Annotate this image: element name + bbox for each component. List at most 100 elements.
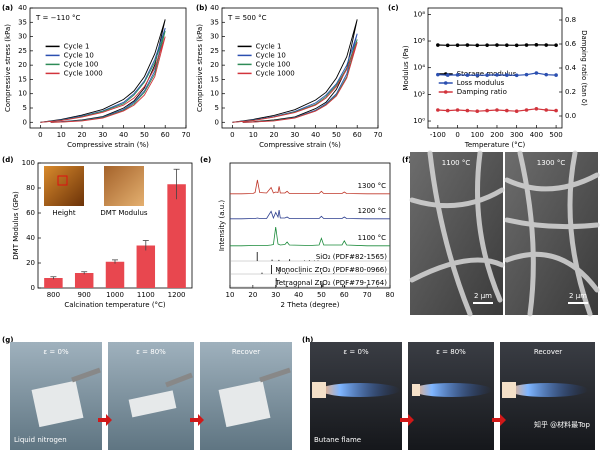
marker xyxy=(524,108,529,112)
sample xyxy=(31,380,84,428)
series-line xyxy=(232,42,358,123)
bar xyxy=(74,273,94,288)
y-tick-label: 10⁴ xyxy=(413,64,425,72)
x-tick-label: 300 xyxy=(510,131,523,139)
y-tick-label: 60 xyxy=(26,209,35,217)
marker xyxy=(544,108,549,112)
x-axis-label: Calcination temperature (°C) xyxy=(64,301,166,309)
legend-label: Cycle 100 xyxy=(256,60,291,68)
image-label: 1100 °C xyxy=(442,159,471,167)
legend-label: Cycle 1000 xyxy=(64,69,103,77)
marker xyxy=(475,73,480,78)
x-tick-label: 200 xyxy=(490,131,503,139)
annotation: T = 500 °C xyxy=(227,14,267,22)
x-tick-label: 70 xyxy=(182,131,191,139)
x-tick-label: -100 xyxy=(430,131,446,139)
y-tick-label: 5 xyxy=(23,104,27,112)
series-line xyxy=(232,19,358,123)
image-label: 1300 °C xyxy=(537,159,566,167)
plot-frame xyxy=(229,162,391,289)
marker xyxy=(514,43,519,48)
legend-marker xyxy=(443,90,448,94)
plot-frame xyxy=(29,7,187,129)
marker xyxy=(455,73,460,77)
y-tick-label: 15 xyxy=(210,75,219,83)
bar xyxy=(136,245,156,288)
trace-label: 1200 °C xyxy=(358,207,387,215)
y-tick-label: 20 xyxy=(26,259,35,267)
legend-label: Cycle 1000 xyxy=(256,69,295,77)
x-tick-label: 30 xyxy=(290,131,299,139)
marker xyxy=(554,108,558,113)
legend-label: Cycle 10 xyxy=(64,51,94,59)
x-axis-label: Temperature (°C) xyxy=(464,141,526,149)
legend-label: Cycle 10 xyxy=(256,51,286,59)
x-tick-label: 20 xyxy=(248,291,257,299)
y-tick-label: 10⁰ xyxy=(413,117,425,125)
legend-label: Loss modulus xyxy=(457,79,505,87)
y-tick-label: 100 xyxy=(22,159,35,167)
y-tick-label: 35 xyxy=(210,18,219,26)
x-tick-label: 80 xyxy=(386,291,395,299)
legend-label: Cycle 1 xyxy=(64,42,90,50)
y-tick-label: 35 xyxy=(18,18,27,26)
x-tick-label: 30 xyxy=(271,291,280,299)
flame xyxy=(320,383,400,397)
marker xyxy=(544,72,549,77)
bar xyxy=(167,184,186,288)
x-tick-label: 800 xyxy=(47,291,60,299)
x-tick-label: 10 xyxy=(226,291,235,299)
image-label: Liquid nitrogen xyxy=(14,436,67,444)
y-tick-label: 5 xyxy=(215,104,219,112)
marker xyxy=(534,71,539,75)
image-label: Recover xyxy=(232,348,260,356)
marker xyxy=(455,43,460,47)
y-axis-label: DMT Modulus (GPa) xyxy=(12,191,20,260)
scale-label: 2 μm xyxy=(569,292,587,300)
watermark: 知乎 @材料最Top xyxy=(534,420,591,429)
image-label: ε = 0% xyxy=(43,348,69,356)
x-tick-label: 40 xyxy=(119,131,128,139)
sample xyxy=(502,382,516,398)
y-tick-label: 10⁶ xyxy=(413,37,425,45)
x-tick-label: 40 xyxy=(294,291,303,299)
x-tick-label: 0 xyxy=(38,131,42,139)
image-label: ε = 80% xyxy=(436,348,466,356)
y2-tick-label: 0.2 xyxy=(565,88,576,96)
marker xyxy=(455,108,460,112)
marker xyxy=(445,108,450,113)
y-tick-label: 25 xyxy=(18,47,27,55)
afm-insets xyxy=(44,166,144,206)
y-tick-label: 30 xyxy=(210,33,219,41)
panel-label: (h) xyxy=(302,336,313,344)
x-tick-label: 0 xyxy=(455,131,459,139)
marker xyxy=(534,43,539,47)
plot-frame xyxy=(221,7,379,129)
marker xyxy=(485,108,489,113)
x-tick-label: 400 xyxy=(530,131,543,139)
y-tick-label: 25 xyxy=(210,47,219,55)
y-tick-label: 0 xyxy=(215,118,219,126)
series-line xyxy=(40,36,166,123)
x-tick-label: 1100 xyxy=(137,291,155,299)
panel-label: (d) xyxy=(2,156,13,164)
flame xyxy=(412,383,492,397)
inset-label: Height xyxy=(52,209,75,217)
y-axis-label: Intensity (a.u.) xyxy=(218,200,226,252)
y-tick-label: 0 xyxy=(31,284,35,292)
marker xyxy=(465,43,470,47)
marker xyxy=(524,72,529,77)
marker xyxy=(505,73,509,77)
marker xyxy=(475,43,480,48)
panel-label: (b) xyxy=(196,4,207,12)
xrd-trace xyxy=(230,179,390,195)
y-tick-label: 30 xyxy=(18,33,27,41)
marker xyxy=(445,73,450,77)
marker xyxy=(465,73,470,77)
marker xyxy=(524,43,529,47)
annotation: T = −110 °C xyxy=(35,14,81,22)
sample xyxy=(312,382,326,398)
legend-marker xyxy=(443,81,448,85)
tweezers xyxy=(71,367,291,388)
